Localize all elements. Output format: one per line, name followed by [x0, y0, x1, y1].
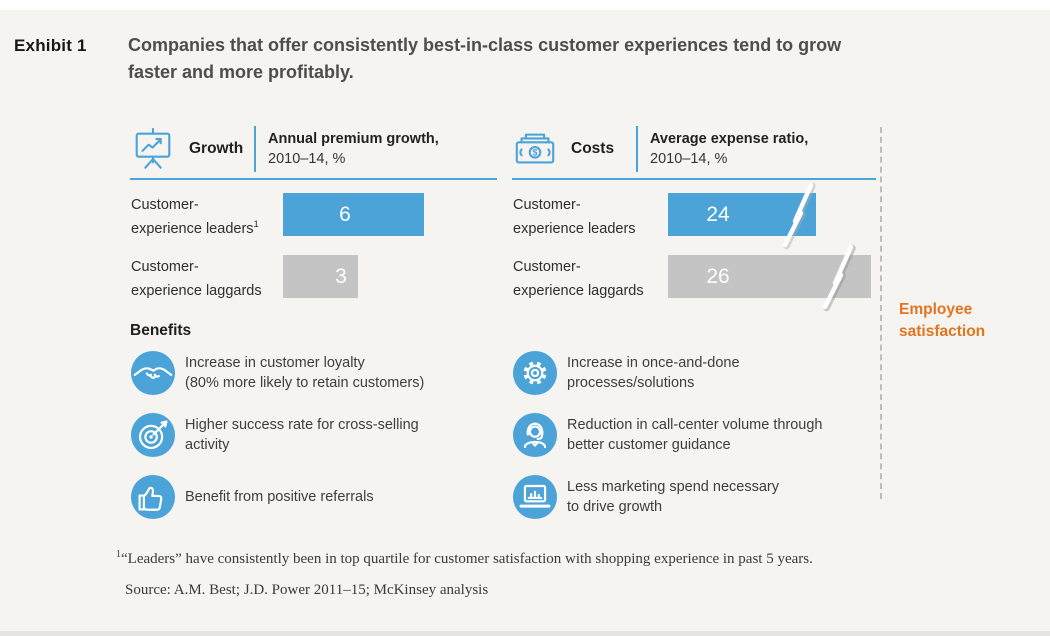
growth-section-header: Growth Annual premium growth, 2010–14, % [130, 125, 497, 180]
growth-head: Growth Annual premium growth, 2010–14, % [130, 125, 497, 173]
costs-rule [512, 178, 876, 180]
benefit-call-center-reduction: Reduction in call-center volume through … [512, 412, 884, 458]
growth-laggards-label: Customer- experience laggards [131, 258, 283, 301]
footnote-sup: 1 [116, 549, 121, 560]
footnote: 1“Leaders” have consistently been in top… [116, 549, 813, 568]
benefit-text: Increase in customer loyalty (80% more l… [185, 353, 424, 393]
footnote-text: “Leaders” have consistently been in top … [121, 551, 813, 567]
growth-head-left: Growth [130, 126, 254, 172]
benefit-line1: Benefit from positive referrals [185, 489, 374, 505]
benefit-line1: Increase in once-and-done [567, 355, 740, 371]
benefit-less-marketing-spend: Less marketing spend necessary to drive … [512, 474, 884, 520]
label-line2: experience leaders [513, 220, 636, 237]
footnote-marker: 1 [253, 219, 259, 230]
emp-sat-line2: satisfaction [899, 323, 986, 340]
benefit-line1: Less marketing spend necessary [567, 479, 779, 495]
title-line1: Companies that offer consistently best-i… [128, 35, 842, 55]
growth-leaders-bar: 6 [283, 193, 424, 236]
costs-section-label: Costs [571, 140, 615, 157]
growth-rule [130, 178, 497, 180]
thumbs-up-icon [130, 474, 176, 520]
employee-satisfaction-label: Employee satisfaction [899, 299, 985, 343]
benefit-text: Less marketing spend necessary to drive … [567, 477, 779, 517]
target-icon [130, 412, 176, 458]
benefit-line2: activity [185, 437, 230, 453]
costs-leaders-value: 24 [706, 202, 730, 226]
growth-metric: Annual premium growth, 2010–14, % [268, 129, 439, 169]
label-line1: Customer- [131, 259, 199, 275]
label-line1: Customer- [131, 197, 199, 213]
banknotes-icon: $ [515, 133, 555, 164]
benefit-line2: better customer guidance [567, 437, 731, 453]
costs-section-header: $ Costs Average expense ratio, 2010–14, … [512, 125, 876, 180]
benefit-once-and-done: Increase in once-and-done processes/solu… [512, 350, 884, 396]
benefit-line1: Higher success rate for cross-selling [185, 417, 419, 433]
call-center-agent-icon [512, 412, 558, 458]
growth-section-label: Growth [189, 140, 244, 157]
laptop-chart-icon [512, 474, 558, 520]
growth-leaders-label: Customer- experience leaders1 [131, 196, 283, 239]
growth-laggards-value: 3 [335, 264, 347, 288]
benefit-line1: Reduction in call-center volume through [567, 417, 823, 433]
page-title: Companies that offer consistently best-i… [128, 32, 988, 86]
benefit-text: Reduction in call-center volume through … [567, 415, 823, 455]
benefit-line2: processes/solutions [567, 375, 695, 391]
growth-leaders-value: 6 [339, 202, 351, 226]
top-strip [0, 0, 1050, 10]
benefit-line1: Increase in customer loyalty [185, 355, 365, 371]
benefit-text: Higher success rate for cross-selling ac… [185, 415, 419, 455]
label-line2: experience laggards [513, 282, 644, 299]
axis-break-icon [822, 244, 856, 312]
title-line2: faster and more profitably. [128, 62, 354, 82]
costs-laggards-value: 26 [706, 264, 730, 288]
growth-metric-line2: 2010–14, % [268, 151, 346, 167]
benefit-text: Benefit from positive referrals [185, 487, 374, 507]
label-line1: Customer- [513, 259, 581, 275]
flipchart-growth-icon [135, 127, 171, 169]
benefit-cross-selling: Higher success rate for cross-selling ac… [130, 412, 502, 458]
label-line2: experience laggards [131, 282, 262, 299]
employee-satisfaction-divider [880, 127, 882, 499]
costs-metric-line2: 2010–14, % [650, 151, 728, 167]
costs-metric-line1: Average expense ratio, [650, 131, 809, 147]
benefit-line2: (80% more likely to retain customers) [185, 375, 425, 391]
benefits-heading: Benefits [130, 322, 192, 339]
costs-leaders-label: Customer- experience leaders [513, 196, 665, 239]
costs-head-left: $ Costs [512, 126, 636, 172]
gear-icon [512, 350, 558, 396]
label-line2: experience leaders [131, 220, 254, 237]
axis-break-icon [782, 182, 816, 250]
emp-sat-line1: Employee [899, 301, 973, 318]
benefit-customer-loyalty: Increase in customer loyalty (80% more l… [130, 350, 502, 396]
source-line: Source: A.M. Best; J.D. Power 2011–15; M… [125, 582, 489, 598]
costs-laggards-bar: 26 [668, 244, 871, 312]
costs-leaders-bar: 24 [668, 182, 816, 250]
costs-header-divider [636, 126, 638, 172]
growth-laggards-bar: 3 [283, 255, 358, 298]
benefit-positive-referrals: Benefit from positive referrals [130, 474, 502, 520]
bottom-strip [0, 631, 1050, 636]
label-line1: Customer- [513, 197, 581, 213]
svg-text:$: $ [532, 148, 537, 158]
handshake-icon [130, 350, 176, 396]
growth-metric-line1: Annual premium growth, [268, 131, 439, 147]
benefit-text: Increase in once-and-done processes/solu… [567, 353, 740, 393]
benefit-line2: to drive growth [567, 499, 663, 515]
growth-header-divider [254, 126, 256, 172]
exhibit-label: Exhibit 1 [14, 36, 87, 55]
costs-head: $ Costs Average expense ratio, 2010–14, … [512, 125, 876, 173]
costs-metric: Average expense ratio, 2010–14, % [650, 129, 808, 169]
costs-laggards-label: Customer- experience laggards [513, 258, 665, 301]
